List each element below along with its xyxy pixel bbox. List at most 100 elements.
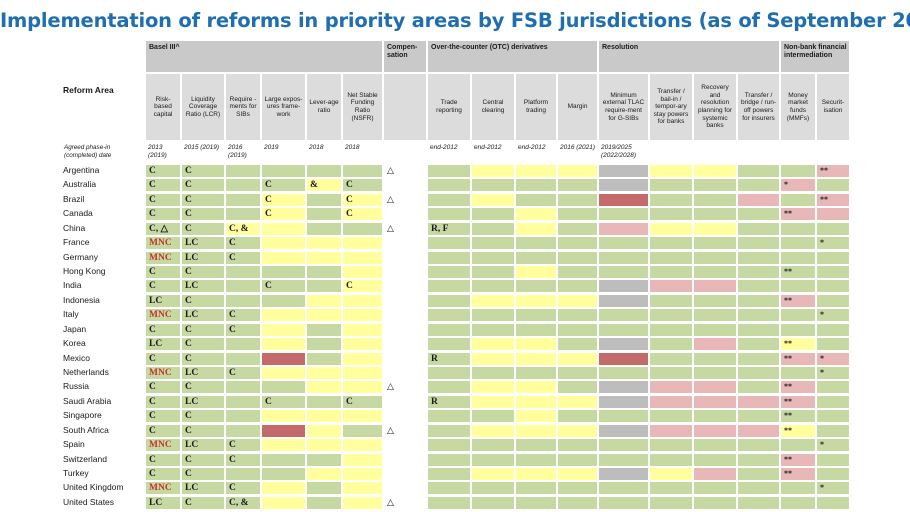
phase-in-date: 2013 (2019)	[148, 144, 167, 159]
table-cell: C	[146, 165, 180, 177]
table-cell: △	[384, 425, 426, 437]
table-cell	[558, 482, 597, 494]
table-cell	[558, 309, 597, 321]
phase-in-label: Agreed phase-in (completed) date	[64, 144, 112, 159]
table-cell	[599, 381, 648, 393]
table-cell	[516, 295, 556, 307]
country-label: Canada	[63, 208, 93, 218]
table-cell	[650, 280, 692, 292]
table-cell	[738, 367, 779, 379]
table-cell	[599, 353, 648, 365]
table-cell	[307, 482, 341, 494]
table-cell	[384, 482, 426, 494]
table-cell	[516, 309, 556, 321]
table-cell	[650, 324, 692, 336]
table-cell	[384, 280, 426, 292]
table-cell	[781, 165, 815, 177]
table-cell	[262, 454, 305, 466]
table-cell	[428, 295, 470, 307]
table-cell: &	[307, 179, 341, 191]
phase-in-date: 2018	[345, 144, 360, 151]
country-label: Korea	[63, 338, 86, 348]
table-cell	[472, 208, 514, 220]
country-label: Hong Kong	[63, 266, 106, 276]
table-cell: LC	[182, 396, 224, 408]
table-cell: C	[182, 165, 224, 177]
column-header: Lever-age ratio	[307, 74, 341, 140]
table-cell: C	[343, 179, 382, 191]
table-cell	[738, 266, 779, 278]
phase-in-date	[738, 144, 781, 162]
table-cell	[516, 280, 556, 292]
table-cell: C	[182, 324, 224, 336]
table-cell	[343, 266, 382, 278]
table-cell	[262, 309, 305, 321]
table-cell: △	[384, 165, 426, 177]
table-cell	[817, 497, 849, 509]
table-cell	[694, 266, 736, 278]
table-cell	[738, 165, 779, 177]
table-cell	[650, 425, 692, 437]
table-cell: C	[262, 396, 305, 408]
table-cell	[817, 266, 849, 278]
country-label: Argentina	[63, 165, 100, 175]
phase-in-date: 2016 (2019)	[228, 144, 247, 159]
table-cell	[781, 223, 815, 235]
table-cell: *	[817, 367, 849, 379]
table-cell	[343, 223, 382, 235]
table-cell: LC	[182, 252, 224, 264]
table-cell	[599, 410, 648, 422]
table-cell: △	[384, 381, 426, 393]
table-cell	[226, 165, 260, 177]
table-cell	[516, 454, 556, 466]
table-cell	[307, 324, 341, 336]
table-cell	[599, 237, 648, 249]
table-cell: **	[781, 338, 815, 350]
table-cell	[516, 237, 556, 249]
table-cell	[694, 439, 736, 451]
table-cell	[384, 237, 426, 249]
table-cell	[558, 179, 597, 191]
table-cell	[694, 295, 736, 307]
table-cell: C, △	[146, 223, 180, 235]
table-cell	[599, 252, 648, 264]
table-cell	[650, 396, 692, 408]
table-cell	[694, 425, 736, 437]
table-cell	[428, 165, 470, 177]
table-cell	[738, 497, 779, 509]
column-header: Money market funds (MMFs)	[781, 74, 815, 140]
table-cell	[558, 280, 597, 292]
table-cell	[226, 410, 260, 422]
table-cell	[599, 295, 648, 307]
table-cell	[472, 381, 514, 393]
table-cell	[307, 425, 341, 437]
column-header: Central clearing	[472, 74, 514, 140]
table-cell	[262, 367, 305, 379]
table-cell	[307, 468, 341, 480]
table-cell: C	[182, 223, 224, 235]
table-cell	[516, 338, 556, 350]
table-cell: C, &	[226, 223, 260, 235]
table-cell	[307, 410, 341, 422]
phase-in-date	[781, 144, 817, 162]
phase-in-date: end-2012	[430, 144, 458, 151]
table-cell	[558, 454, 597, 466]
table-cell	[472, 266, 514, 278]
table-cell	[738, 381, 779, 393]
table-cell: C	[182, 410, 224, 422]
table-cell	[262, 353, 305, 365]
table-cell	[307, 295, 341, 307]
phase-in-date	[694, 144, 738, 162]
table-cell	[817, 454, 849, 466]
table-cell	[516, 410, 556, 422]
column-header: Transfer / bail-in / tempor-ary stay pow…	[650, 74, 692, 140]
table-cell: **	[817, 194, 849, 206]
table-cell: LC	[182, 439, 224, 451]
table-cell: MNC	[146, 367, 180, 379]
table-cell	[738, 223, 779, 235]
table-cell	[428, 237, 470, 249]
table-cell	[558, 165, 597, 177]
table-cell	[516, 353, 556, 365]
table-cell: C	[262, 179, 305, 191]
table-cell	[738, 252, 779, 264]
